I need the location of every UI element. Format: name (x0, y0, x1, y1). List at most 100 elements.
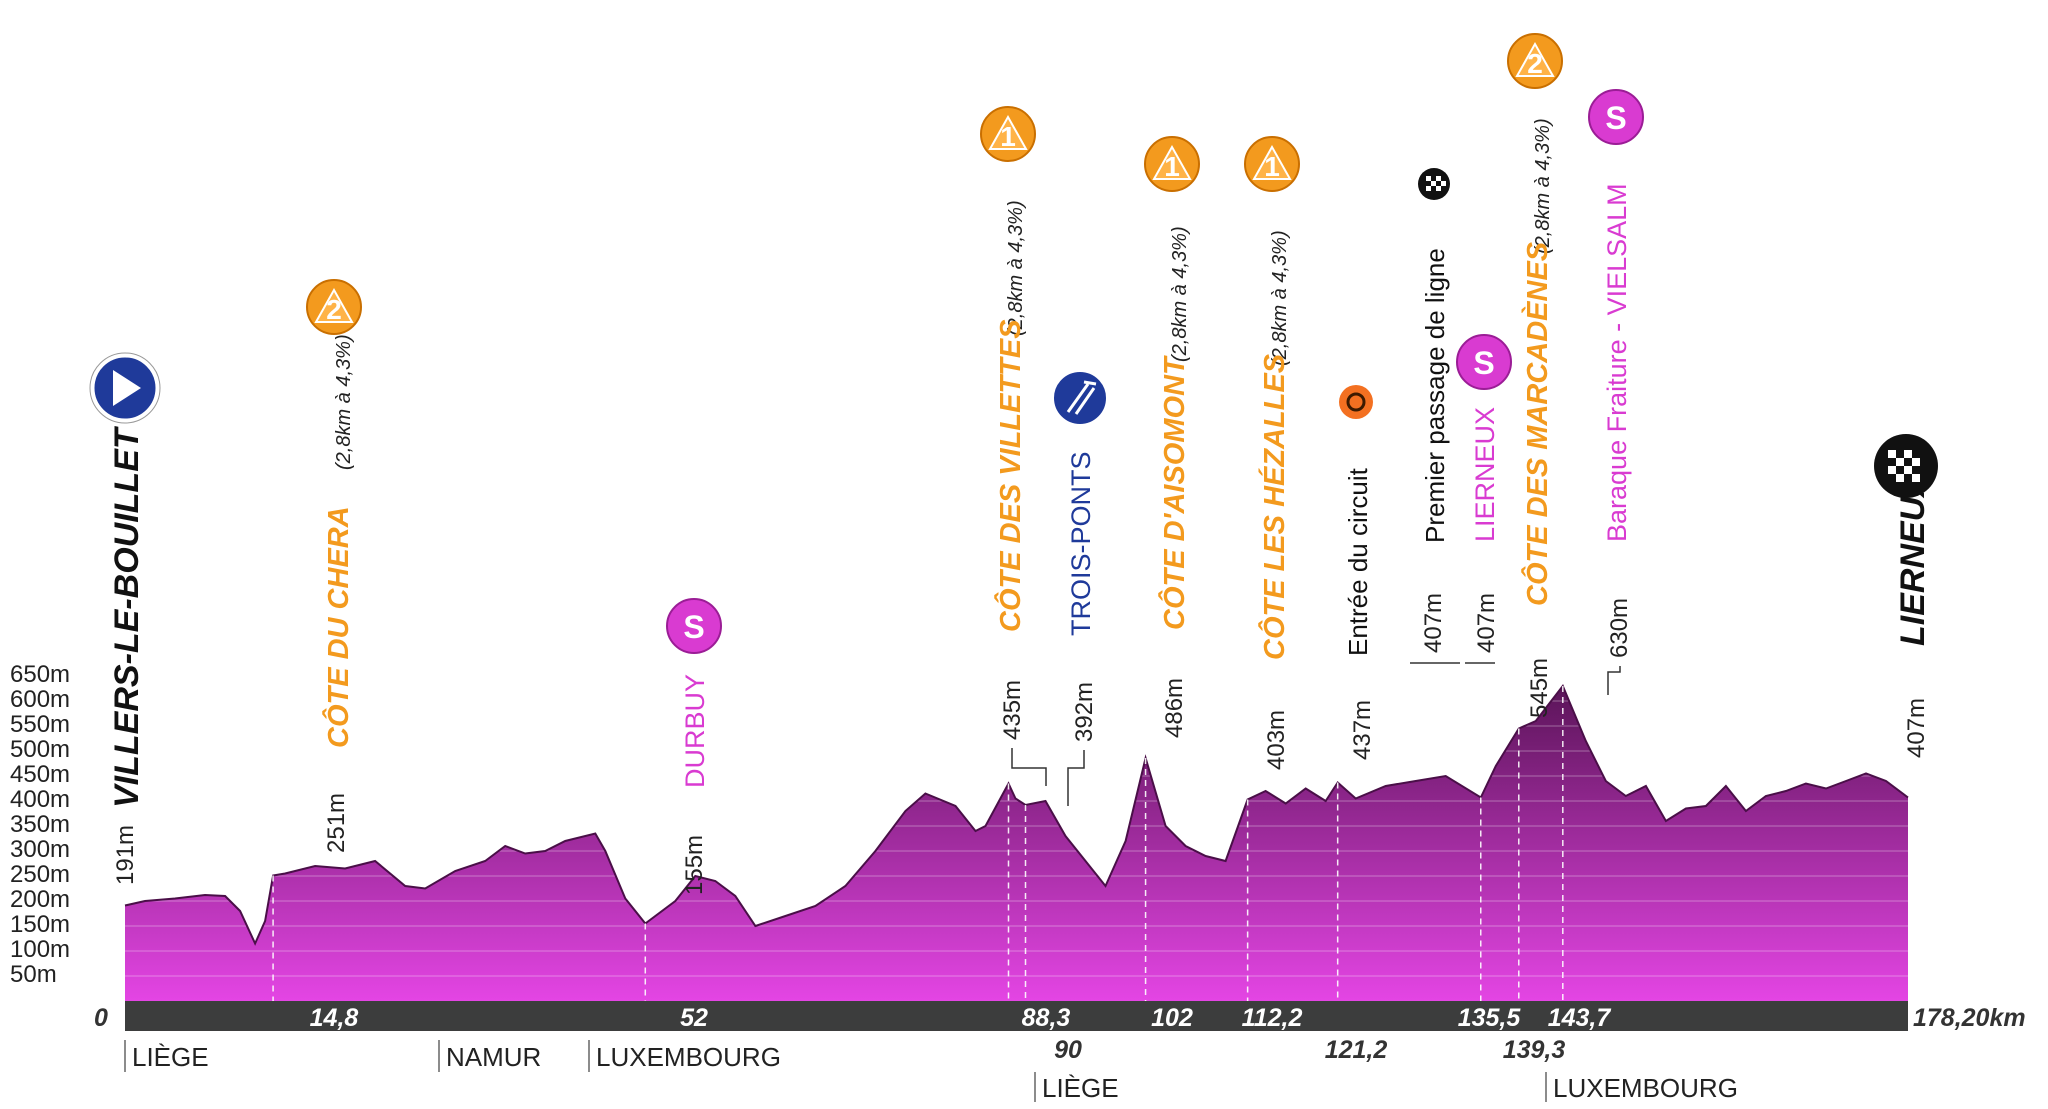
altitude-label: 251m (323, 793, 350, 853)
y-tick: 550m (10, 711, 70, 738)
altitude-label: 407m (1473, 593, 1500, 653)
altitude-label: 392m (1071, 682, 1098, 742)
first-line-pass-label: Premier passage de ligne (1420, 248, 1450, 543)
climb-category-icon: 1 (980, 106, 1036, 162)
km-label: 90 (1054, 1036, 1082, 1064)
svg-text:1: 1 (1264, 151, 1280, 182)
circuit-entry-label: Entrée du circuit (1343, 467, 1373, 656)
province-label: LIÈGE (132, 1042, 209, 1072)
distance-axis-bar (125, 1001, 1908, 1031)
km-label: 52 (680, 1004, 708, 1032)
svg-text:1: 1 (1164, 151, 1180, 182)
climb-category-icon: 2 (1507, 33, 1563, 89)
svg-text:2: 2 (1527, 48, 1543, 79)
start-icon (89, 352, 161, 424)
sprint-baraque-fraiture: S Baraque Fraiture - VIELSALM (1588, 89, 1644, 542)
sprint-name: LIERNEUX (1470, 407, 1500, 542)
y-tick: 50m (10, 961, 57, 988)
altitude-label: 435m (999, 680, 1026, 740)
province-labels: LIÈGE NAMUR LUXEMBOURG LIÈGE LUXEMBOURG (124, 1040, 1738, 1103)
y-tick: 300m (10, 836, 70, 863)
sprint-lierneux: S LIERNEUX (1456, 334, 1512, 542)
climb-name: CÔTE DES MARCADÈNES (1520, 241, 1554, 606)
altitude-labels: 191m 251m 155m 435m 392m 486m 403m 437m … (112, 593, 1930, 895)
svg-text:S: S (1605, 100, 1626, 136)
climb-cote-les-hezalles: 1 (2,8km à 4,3%) CÔTE LES HÉZALLES (1244, 136, 1300, 660)
altitude-label: 486m (1161, 678, 1188, 738)
altitude-label: 191m (112, 825, 139, 885)
altitude-label: 407m (1903, 698, 1930, 758)
km-label: 139,3 (1503, 1036, 1566, 1064)
fork-knife-icon (1052, 370, 1108, 426)
climb-cote-des-villettes: 1 (2,8km à 4,3%) CÔTE DES VILLETTES (980, 106, 1036, 632)
circuit-entry: Entrée du circuit (1339, 385, 1373, 656)
climb-detail: (2,8km à 4,3%) (1269, 230, 1291, 366)
climb-category-icon: 1 (1244, 136, 1300, 192)
km-label: 121,2 (1325, 1036, 1388, 1064)
svg-text:1: 1 (1000, 121, 1016, 152)
finish-flag-icon (1874, 434, 1938, 498)
sprint-icon: S (666, 598, 722, 654)
climb-name: CÔTE DES VILLETTES (993, 319, 1027, 632)
sprint-durbuy: S DURBUY (666, 598, 722, 788)
y-tick: 350m (10, 811, 70, 838)
km-label: 112,2 (1242, 1004, 1303, 1032)
climb-name: CÔTE D'AISOMONT (1157, 355, 1191, 630)
y-tick: 100m (10, 936, 70, 963)
km-label: 14,8 (310, 1004, 359, 1032)
climb-cote-du-chera: 2 (2,8km à 4,3%) CÔTE DU CHERA (306, 279, 362, 748)
feed-zone-name: TROIS-PONTS (1066, 451, 1096, 636)
sprint-name: DURBUY (680, 674, 710, 788)
climb-detail: (2,8km à 4,3%) (1005, 200, 1027, 336)
start-town-label: VILLERS-LE-BOUILLET (108, 425, 146, 808)
altitude-label: 630m (1606, 598, 1633, 658)
y-tick: 650m (10, 661, 70, 688)
km-label: 135,5 (1458, 1004, 1522, 1032)
altitude-label: 545m (1526, 658, 1553, 718)
y-tick: 400m (10, 786, 70, 813)
province-label: LIÈGE (1042, 1073, 1119, 1103)
km-label: 102 (1151, 1004, 1193, 1032)
svg-text:2: 2 (326, 294, 342, 325)
climb-detail: (2,8km à 4,3%) (333, 334, 355, 470)
y-tick: 600m (10, 686, 70, 713)
climb-category-icon: 1 (1144, 136, 1200, 192)
altitude-label: 155m (681, 835, 708, 895)
y-tick: 150m (10, 911, 70, 938)
km-label: 88,3 (1022, 1004, 1071, 1032)
y-tick: 450m (10, 761, 70, 788)
climb-cote-daisomont: 1 (2,8km à 4,3%) CÔTE D'AISOMONT (1144, 136, 1200, 630)
sprint-icon: S (1456, 334, 1512, 390)
sprint-name: Baraque Fraiture - VIELSALM (1602, 183, 1632, 542)
climb-detail: (2,8km à 4,3%) (1532, 118, 1554, 254)
svg-text:S: S (683, 609, 704, 645)
sprint-icon: S (1588, 89, 1644, 145)
y-tick: 200m (10, 886, 70, 913)
climb-category-icon: 2 (306, 279, 362, 335)
y-tick: 250m (10, 861, 70, 888)
profile-area (125, 686, 1908, 1001)
profile-gridlines (125, 675, 1908, 977)
checkered-flag-icon (1418, 168, 1450, 200)
marker-lines (272, 686, 1564, 1001)
distance-end-label: 178,20km (1913, 1004, 2026, 1032)
feed-zone-trois-ponts: TROIS-PONTS (1052, 370, 1108, 636)
climb-name: CÔTE DU CHERA (321, 506, 355, 748)
profile-outline (124, 684, 1909, 946)
climb-detail: (2,8km à 4,3%) (1169, 226, 1191, 362)
y-ticks: 50m 100m 150m 200m 250m 300m 350m 400m 4… (10, 661, 70, 988)
circuit-loop-icon (1339, 385, 1373, 419)
finish-town-label: LIERNEUX (1894, 472, 1932, 646)
svg-text:S: S (1473, 345, 1494, 381)
province-label: NAMUR (446, 1042, 541, 1072)
km-label: 143,7 (1548, 1004, 1612, 1032)
climb-name: CÔTE LES HÉZALLES (1257, 353, 1291, 660)
altitude-label: 403m (1263, 710, 1290, 770)
climb-cote-des-marcadenes: 2 (2,8km à 4,3%) CÔTE DES MARCADÈNES (1507, 33, 1563, 606)
altitude-label: 407m (1420, 593, 1447, 653)
y-tick: 500m (10, 736, 70, 763)
distance-start-label: 0 (94, 1004, 108, 1032)
province-label: LUXEMBOURG (1553, 1073, 1738, 1103)
altitude-label: 437m (1349, 700, 1376, 760)
